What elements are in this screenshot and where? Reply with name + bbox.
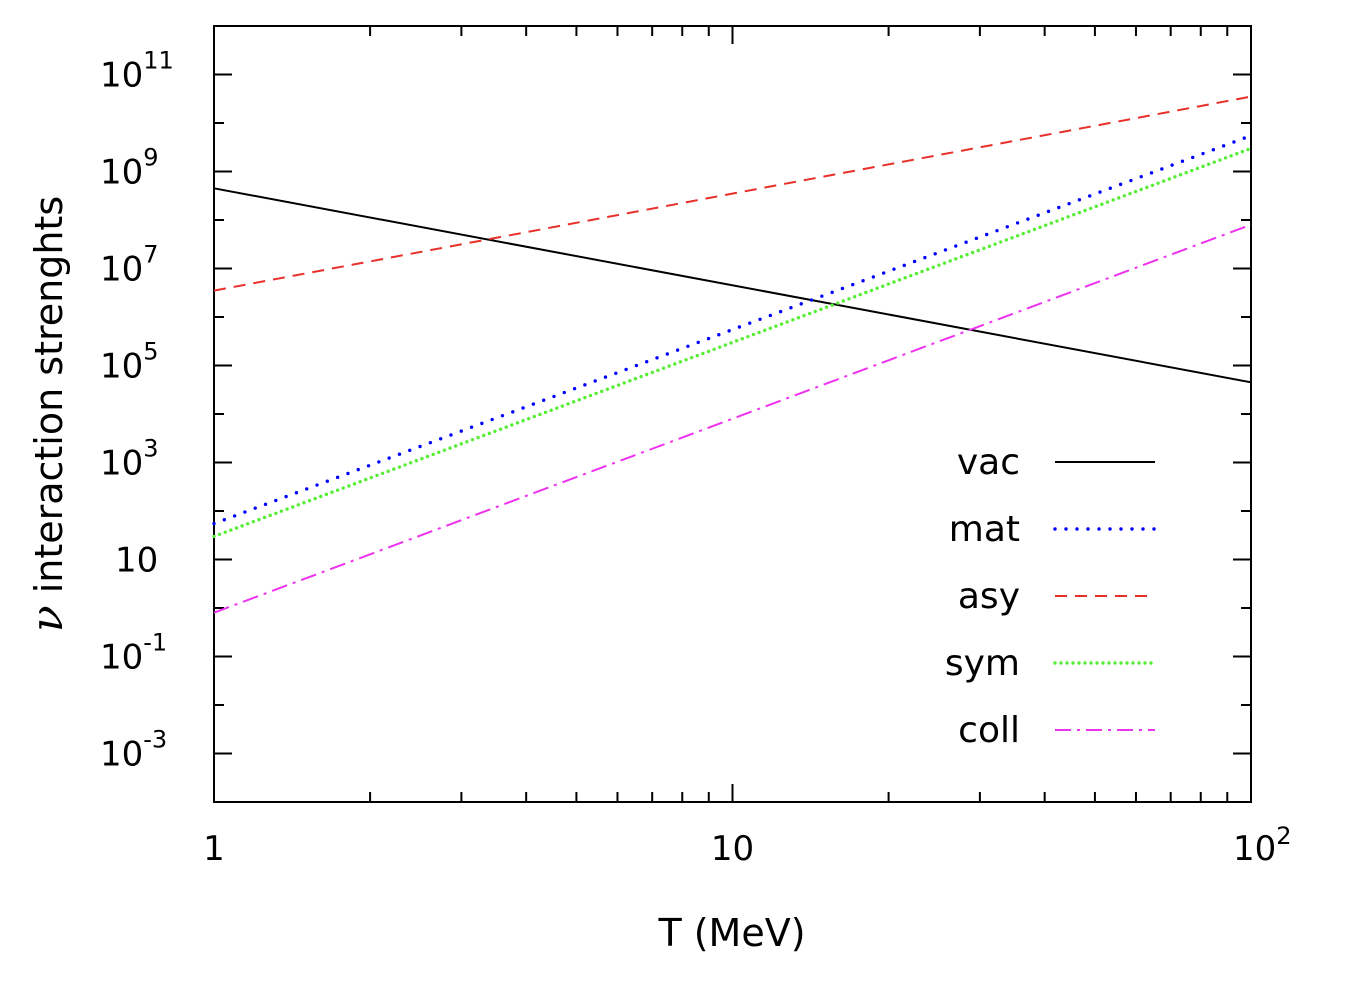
x-tick-label: 102 xyxy=(1233,822,1292,869)
minor-ticks xyxy=(214,25,1251,803)
series-asy-line xyxy=(213,95,1252,292)
y-tick-label: 105 xyxy=(100,338,159,387)
y-tick-label: 10 xyxy=(115,541,158,581)
y-tick-label: 10-3 xyxy=(100,726,167,775)
legend-label: vac xyxy=(957,442,1020,483)
y-axis-title: ν interaction strenghts xyxy=(22,196,73,632)
series-vac-line xyxy=(213,187,1252,384)
x-tick-label: 1 xyxy=(203,829,225,869)
y-tick-label: 109 xyxy=(100,144,159,193)
legend-label: sym xyxy=(945,643,1020,684)
legend-label: coll xyxy=(958,710,1020,751)
y-tick-label: 1011 xyxy=(100,47,174,96)
x-tick-label: 10 xyxy=(711,829,754,869)
series-lines xyxy=(212,95,1253,614)
x-tick-labels: 1 10 102 xyxy=(203,822,1291,869)
y-axis-title-symbol: ν xyxy=(22,605,73,632)
y-tick-label: 107 xyxy=(100,241,159,290)
legend-item-asy: asy xyxy=(958,576,1155,617)
y-tick-labels: 1011 109 107 105 103 10 10-1 10-3 xyxy=(100,47,174,775)
legend-item-sym: sym xyxy=(945,643,1157,684)
major-ticks xyxy=(213,26,1252,802)
legend-item-mat: mat xyxy=(949,509,1157,550)
y-axis-title-text: interaction strenghts xyxy=(27,196,71,606)
plot-frame xyxy=(213,25,1252,803)
x-axis-title: T (MeV) xyxy=(657,911,805,955)
legend-item-vac: vac xyxy=(957,442,1155,483)
legend: vac mat asy sym coll xyxy=(945,442,1157,751)
legend-label: asy xyxy=(958,576,1020,617)
legend-label: mat xyxy=(949,509,1020,550)
y-tick-label: 10-1 xyxy=(100,629,167,678)
series-mat-line xyxy=(212,133,1253,526)
series-coll-line xyxy=(213,223,1252,614)
y-tick-label: 103 xyxy=(100,435,159,484)
legend-item-coll: coll xyxy=(958,710,1155,751)
plot-area xyxy=(212,25,1253,803)
series-sym-line xyxy=(212,146,1253,539)
